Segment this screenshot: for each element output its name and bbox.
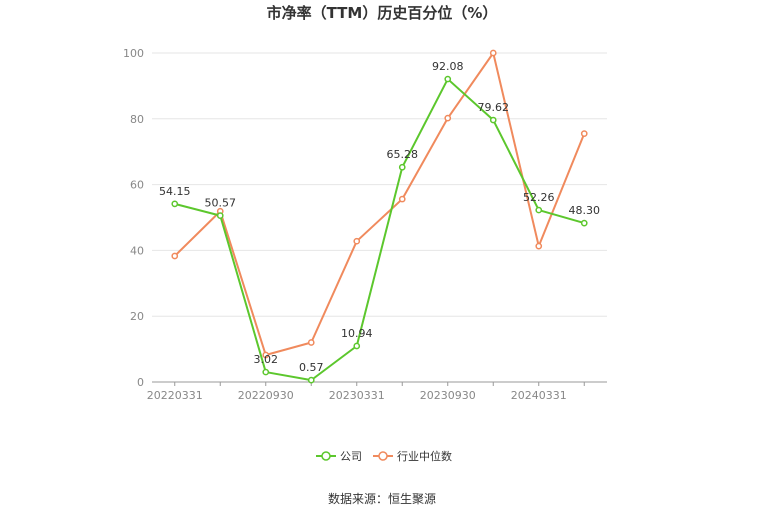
x-tick-label: 20240331 (511, 389, 567, 402)
data-point[interactable] (353, 342, 361, 350)
series-group (171, 49, 588, 384)
chart-title: 市净率（TTM）历史百分位（%） (267, 4, 498, 22)
legend-label: 公司 (340, 450, 362, 463)
gridlines (152, 52, 607, 317)
data-label: 52.26 (523, 191, 555, 204)
legend-marker (378, 451, 388, 461)
data-point[interactable] (535, 206, 543, 214)
data-labels: 54.15 50.57 3.02 0.57 10.94 65.28 92.08 79.62 52… (159, 60, 600, 374)
data-point[interactable] (489, 116, 497, 124)
data-point[interactable] (353, 237, 361, 245)
y-tick-label: 100 (123, 47, 144, 60)
series-line-0 (174, 78, 585, 382)
data-point[interactable] (307, 376, 315, 384)
x-tick-label: 20220331 (147, 389, 203, 402)
data-point[interactable] (216, 212, 224, 219)
data-label: 54.15 (159, 185, 191, 198)
data-point[interactable] (444, 114, 452, 122)
data-point[interactable] (535, 242, 543, 250)
x-tick-label: 20230930 (420, 389, 476, 402)
legend-marker (321, 451, 331, 461)
legend-label: 行业中位数 (397, 449, 452, 463)
source-note: 数据来源：恒生聚源 (328, 491, 436, 506)
data-label: 3.02 (254, 353, 279, 366)
data-point[interactable] (398, 163, 406, 171)
data-label: 65.28 (387, 148, 419, 161)
data-point[interactable] (171, 252, 179, 260)
data-point[interactable] (489, 49, 497, 57)
data-point[interactable] (398, 195, 406, 203)
series-line-1 (174, 52, 586, 357)
data-label: 50.57 (205, 197, 237, 210)
data-point[interactable] (580, 130, 588, 137)
data-label: 0.57 (299, 361, 324, 374)
legend-item-1[interactable]: 行业中位数 (373, 449, 452, 463)
data-label: 10.94 (341, 327, 373, 340)
y-tick-label: 0 (137, 376, 144, 389)
data-point[interactable] (307, 339, 315, 346)
data-point[interactable] (262, 351, 270, 359)
y-tick-label: 80 (130, 113, 144, 126)
x-tick-label: 20220930 (238, 389, 294, 402)
legend-item-0[interactable]: 公司 (316, 450, 362, 463)
data-label: 48.30 (569, 204, 601, 217)
y-tick-label: 20 (130, 310, 144, 323)
data-point[interactable] (262, 368, 270, 376)
x-axis: 20220331 20220930 20230331 20230930 20240331 (147, 381, 607, 402)
y-tick-label: 40 (130, 244, 144, 257)
y-axis: 0 20 40 60 80 100 (123, 47, 144, 389)
legend[interactable]: 公司 行业中位数 (316, 449, 452, 463)
y-tick-label: 60 (130, 179, 144, 192)
x-tick-label: 20230331 (329, 389, 385, 402)
series-0 (171, 75, 588, 384)
data-point[interactable] (444, 75, 452, 83)
data-point[interactable] (171, 200, 179, 208)
data-label: 92.08 (432, 60, 464, 73)
data-label: 79.62 (478, 101, 510, 114)
data-point[interactable] (580, 219, 588, 227)
